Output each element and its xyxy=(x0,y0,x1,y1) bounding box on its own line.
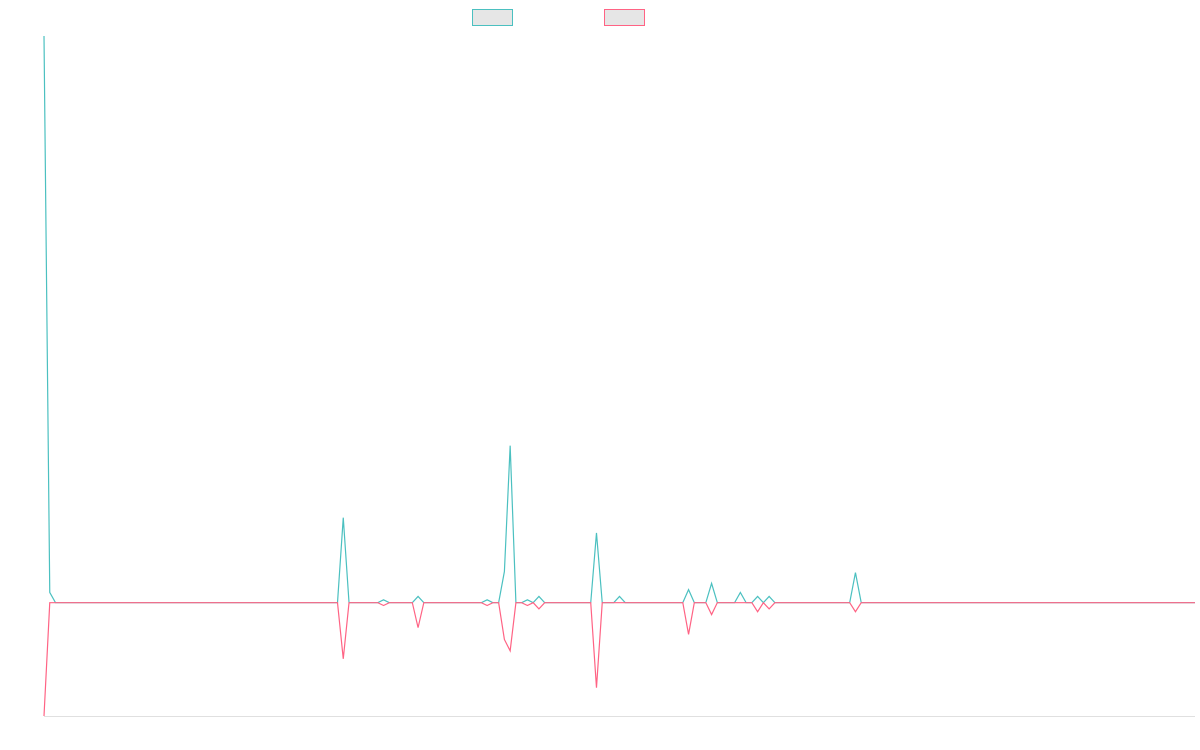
legend-swatch[interactable] xyxy=(604,9,645,26)
legend-swatch[interactable] xyxy=(472,9,513,26)
series-line xyxy=(43,35,1195,604)
series-line xyxy=(43,601,1195,717)
